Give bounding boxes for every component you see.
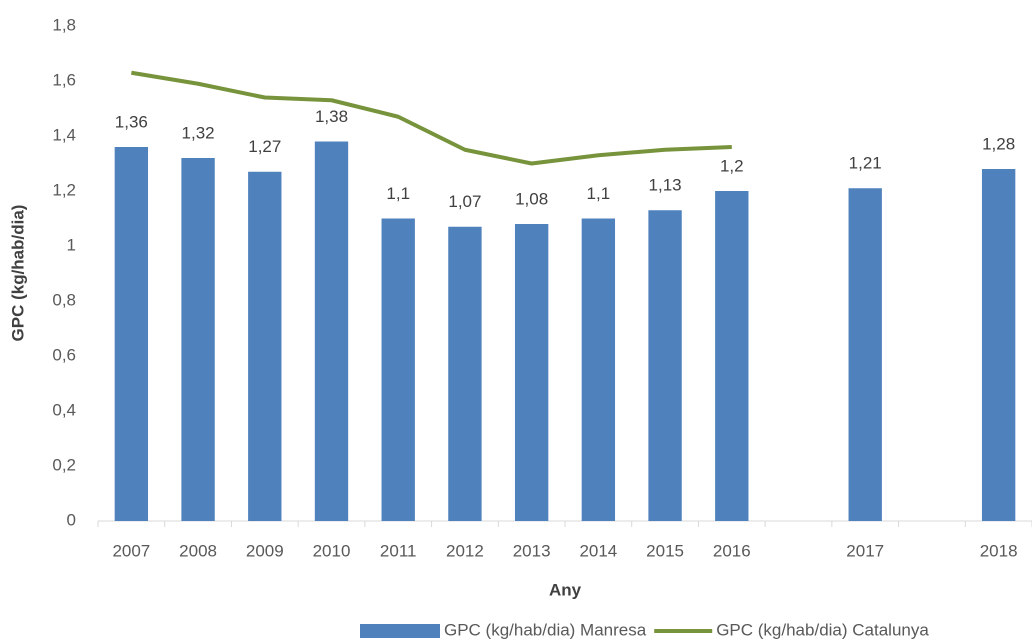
data-label: 1,2 bbox=[720, 156, 744, 175]
line bbox=[131, 70, 732, 166]
bar bbox=[715, 191, 749, 521]
bar bbox=[514, 224, 549, 521]
bar bbox=[848, 188, 882, 521]
bar bbox=[581, 218, 616, 521]
x-tick-label: 2015 bbox=[646, 541, 684, 560]
y-tick-label: 1,2 bbox=[52, 180, 76, 199]
data-label: 1,1 bbox=[587, 184, 611, 203]
x-tick-label: 2012 bbox=[446, 541, 484, 560]
bar bbox=[248, 171, 282, 521]
x-tick-label: 2016 bbox=[713, 541, 751, 560]
bar bbox=[648, 210, 682, 521]
y-tick-label: 1,8 bbox=[52, 15, 76, 34]
x-tick-label: 2008 bbox=[179, 541, 217, 560]
y-tick-label: 0,2 bbox=[52, 455, 76, 474]
bar bbox=[448, 226, 482, 521]
y-tick-label: 0,4 bbox=[52, 400, 76, 419]
data-label: 1,27 bbox=[248, 137, 281, 156]
x-tick-label: 2011 bbox=[380, 541, 417, 560]
x-tick-label: 2018 bbox=[980, 541, 1018, 560]
x-tick-label: 2013 bbox=[513, 541, 551, 560]
bar bbox=[181, 158, 215, 521]
legend-label: GPC (kg/hab/dia) Manresa bbox=[444, 620, 647, 639]
data-label: 1,32 bbox=[182, 123, 215, 142]
y-tick-label: 1,4 bbox=[52, 125, 76, 144]
data-label: 1,28 bbox=[982, 134, 1015, 153]
bar bbox=[314, 141, 349, 521]
data-label: 1,13 bbox=[649, 176, 682, 195]
x-tick-label: 2007 bbox=[112, 541, 150, 560]
data-label: 1,07 bbox=[448, 192, 481, 211]
x-tick-label: 2017 bbox=[846, 541, 884, 560]
y-tick-label: 1,6 bbox=[52, 70, 76, 89]
legend-swatch bbox=[360, 624, 440, 638]
bar bbox=[381, 218, 415, 521]
x-tick-label: 2009 bbox=[246, 541, 284, 560]
y-tick-label: 1 bbox=[67, 235, 76, 254]
bar bbox=[114, 147, 149, 521]
x-tick-label: 2010 bbox=[313, 541, 351, 560]
x-axis-title: Any bbox=[549, 580, 582, 599]
y-axis-title: GPC (kg/hab/dia) bbox=[8, 205, 27, 342]
data-label: 1,1 bbox=[386, 184, 410, 203]
y-tick-label: 0,6 bbox=[52, 345, 76, 364]
data-label: 1,36 bbox=[115, 112, 148, 131]
y-tick-label: 0 bbox=[67, 510, 76, 529]
bar bbox=[981, 169, 1016, 521]
data-label: 1,21 bbox=[849, 154, 882, 173]
data-label: 1,38 bbox=[315, 107, 348, 126]
y-tick-label: 0,8 bbox=[52, 290, 76, 309]
legend-label: GPC (kg/hab/dia) Catalunya bbox=[716, 620, 929, 639]
data-label: 1,08 bbox=[515, 189, 548, 208]
x-tick-label: 2014 bbox=[579, 541, 617, 560]
